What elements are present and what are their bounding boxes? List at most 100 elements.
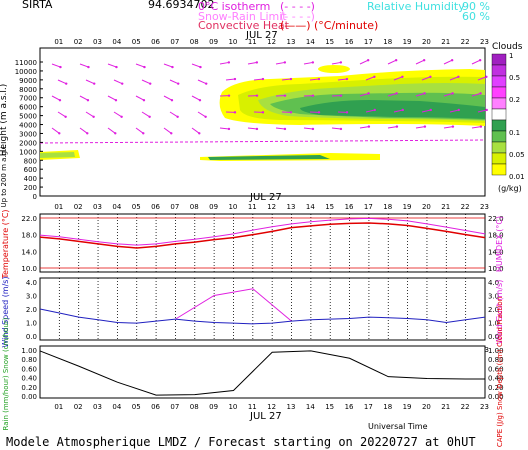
ytick-label-right: 0.40 [488,375,504,383]
wind-arrow-head [121,82,124,85]
low-cloud-left-inner [40,152,75,158]
hour-label: 13 [287,203,296,211]
wind-arrow [393,109,403,113]
colorbar-cell [491,119,507,132]
hour-label: 09 [209,403,218,411]
wind-arrow-head [289,111,293,114]
hour-label: 04 [112,203,121,211]
rh-90-label: 90 % [462,0,490,13]
hour-label: 12 [267,403,276,411]
hour-label: 23 [480,203,489,211]
wind-arrow [365,109,375,113]
hour-label: 06 [151,403,160,411]
hour-label: 14 [306,203,315,211]
hour-label: 10 [228,203,237,211]
wind-arrow-head [92,115,95,118]
wind-arrow [85,111,94,118]
ytick-label: 22.0 [21,215,37,223]
hour-label: 03 [93,403,102,411]
hour-label: 19 [403,203,412,211]
wind-arrow [113,111,122,118]
wind-arrow-head [479,125,483,128]
wind-arrow [57,111,66,118]
wind-arrow-head [339,61,343,64]
hour-label: 11 [248,403,257,411]
wind-arrow [337,78,348,81]
hour-label: 05 [132,403,141,411]
wind-arrow [197,79,207,85]
wind-arrow-head [233,111,237,114]
wind-arrow [113,79,123,85]
wind-arrow-head [373,108,376,112]
cloud-ytick: 9000 [19,77,37,85]
rh-label: Relative Humidity [367,0,465,13]
ytick-label-right: 0.20 [488,384,504,392]
wind-arrow-head [86,99,90,102]
wind-arrow [387,126,397,129]
hour-label: 15 [325,38,334,46]
hour-label: 08 [190,403,199,411]
hour-label: 12 [267,203,276,211]
hour-label: 20 [422,38,431,46]
wind-arrow [219,61,229,65]
wind-arrow [191,63,201,68]
ytick-label-right: 3.0 [488,293,499,301]
wind-arrow-head [345,77,349,81]
wind-arrow [51,95,61,101]
hour-label: 07 [170,38,179,46]
temperature-panel: 22.0 22.0 18.0 18.0 14.0 14.0 10.0 10.0 [21,213,504,273]
cape-series [39,350,485,396]
date-label-mid: JUL 27 [249,192,282,203]
colorbar-cell [491,86,507,99]
cloud-ytick: 5000 [19,113,37,121]
wind-arrow [303,61,313,65]
colorbar: Clouds 1 0.5 0.2 0.1 0.05 0.01 (g/kg) [491,42,525,193]
wind-arrow-head [394,58,398,62]
cloud-ytick: 11000 [15,59,37,67]
wind-arrow-head [479,92,482,95]
colorbar-cell [491,130,507,143]
wind-arrow [107,95,117,101]
colorbar-tick: 0.5 [509,74,520,82]
colorbar-tick: 1 [509,52,513,60]
wind-arrow [169,111,178,118]
wind-arrow [443,126,453,129]
colorbar-tick: 0.2 [509,96,520,104]
wind-arrow [415,126,425,129]
wind-arrow-head [198,99,202,102]
wind-arrow [359,59,369,65]
wind-arrow [471,59,481,65]
wind-arrow [387,92,397,97]
colorbar-cell [491,64,507,77]
hour-label: 23 [480,38,489,46]
site-name: SIRTA [22,0,53,11]
colorbar-tick: 0.05 [509,151,525,159]
wind-arrow [163,63,173,68]
hour-label: 16 [345,403,354,411]
wind-arrow-head [114,99,118,102]
ytick-label-right: 22.0 [488,215,504,223]
universal-time-label: Universal Time [368,422,428,431]
wind-arrow-head [255,94,259,97]
hour-label: 11 [248,203,257,211]
ytick-label: 14.0 [21,248,37,256]
hour-label: 16 [345,38,354,46]
ytick-label-right: 0.80 [488,356,504,364]
ytick-label-right: 10.0 [488,265,504,273]
wind-arrow [135,95,145,101]
wind-arrow [135,127,144,134]
colorbar-cell [491,75,507,88]
hour-label: 09 [209,203,218,211]
cloud-ytick: 4000 [19,122,37,130]
hour-label: 22 [461,403,470,411]
wind-arrow [141,111,150,118]
wind-arrow-head [422,58,426,62]
low-cloud-mid-inner [208,155,330,160]
colorbar-cell [491,141,507,154]
wind-arrow-head [311,61,315,64]
wind-arrow [79,127,88,134]
colorbar-cell [491,163,507,176]
humidex-series [39,217,486,246]
cloud-patch [318,65,350,73]
wind-arrow [415,59,425,65]
